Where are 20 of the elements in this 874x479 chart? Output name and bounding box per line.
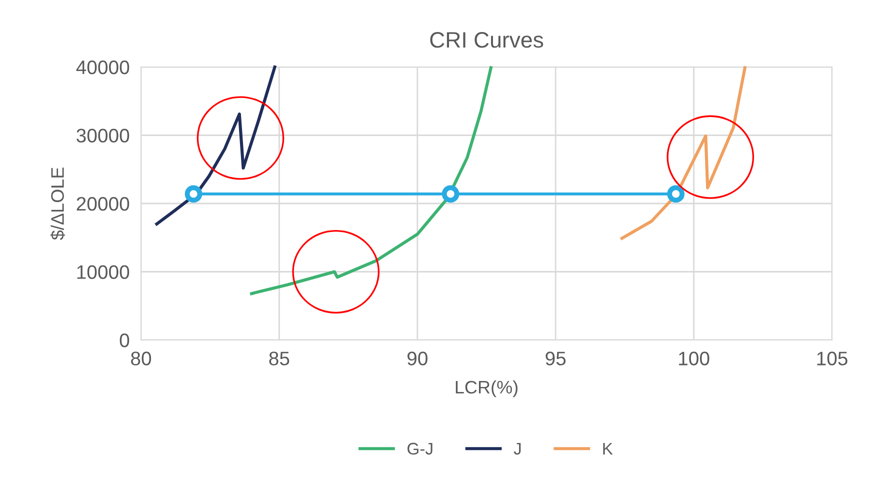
y-tick-label: 0 bbox=[120, 333, 130, 348]
legend-label: J bbox=[514, 442, 521, 455]
x-tick-label: 105 bbox=[817, 352, 848, 366]
legend-label: G-J bbox=[408, 442, 432, 455]
y-tick-label: 20000 bbox=[76, 196, 130, 211]
x-tick-label: 85 bbox=[269, 352, 290, 366]
y-axis-title: $/ΔLOLE bbox=[50, 168, 65, 240]
x-tick-label: 100 bbox=[679, 352, 710, 366]
y-tick-label: 40000 bbox=[76, 60, 130, 74]
y-tick-label: 30000 bbox=[76, 128, 130, 142]
line-series bbox=[620, 66, 746, 240]
legend-label: K bbox=[603, 442, 613, 454]
x-tick-label: 90 bbox=[408, 352, 428, 366]
line-series bbox=[250, 66, 492, 296]
y-tick-label: 10000 bbox=[77, 265, 130, 279]
x-tick-label: 80 bbox=[131, 352, 152, 366]
chart-title: CRI Curves bbox=[430, 32, 544, 48]
x-axis-title: LCR(%) bbox=[456, 380, 518, 398]
x-tick-label: 95 bbox=[546, 352, 566, 366]
line-series bbox=[155, 65, 276, 226]
